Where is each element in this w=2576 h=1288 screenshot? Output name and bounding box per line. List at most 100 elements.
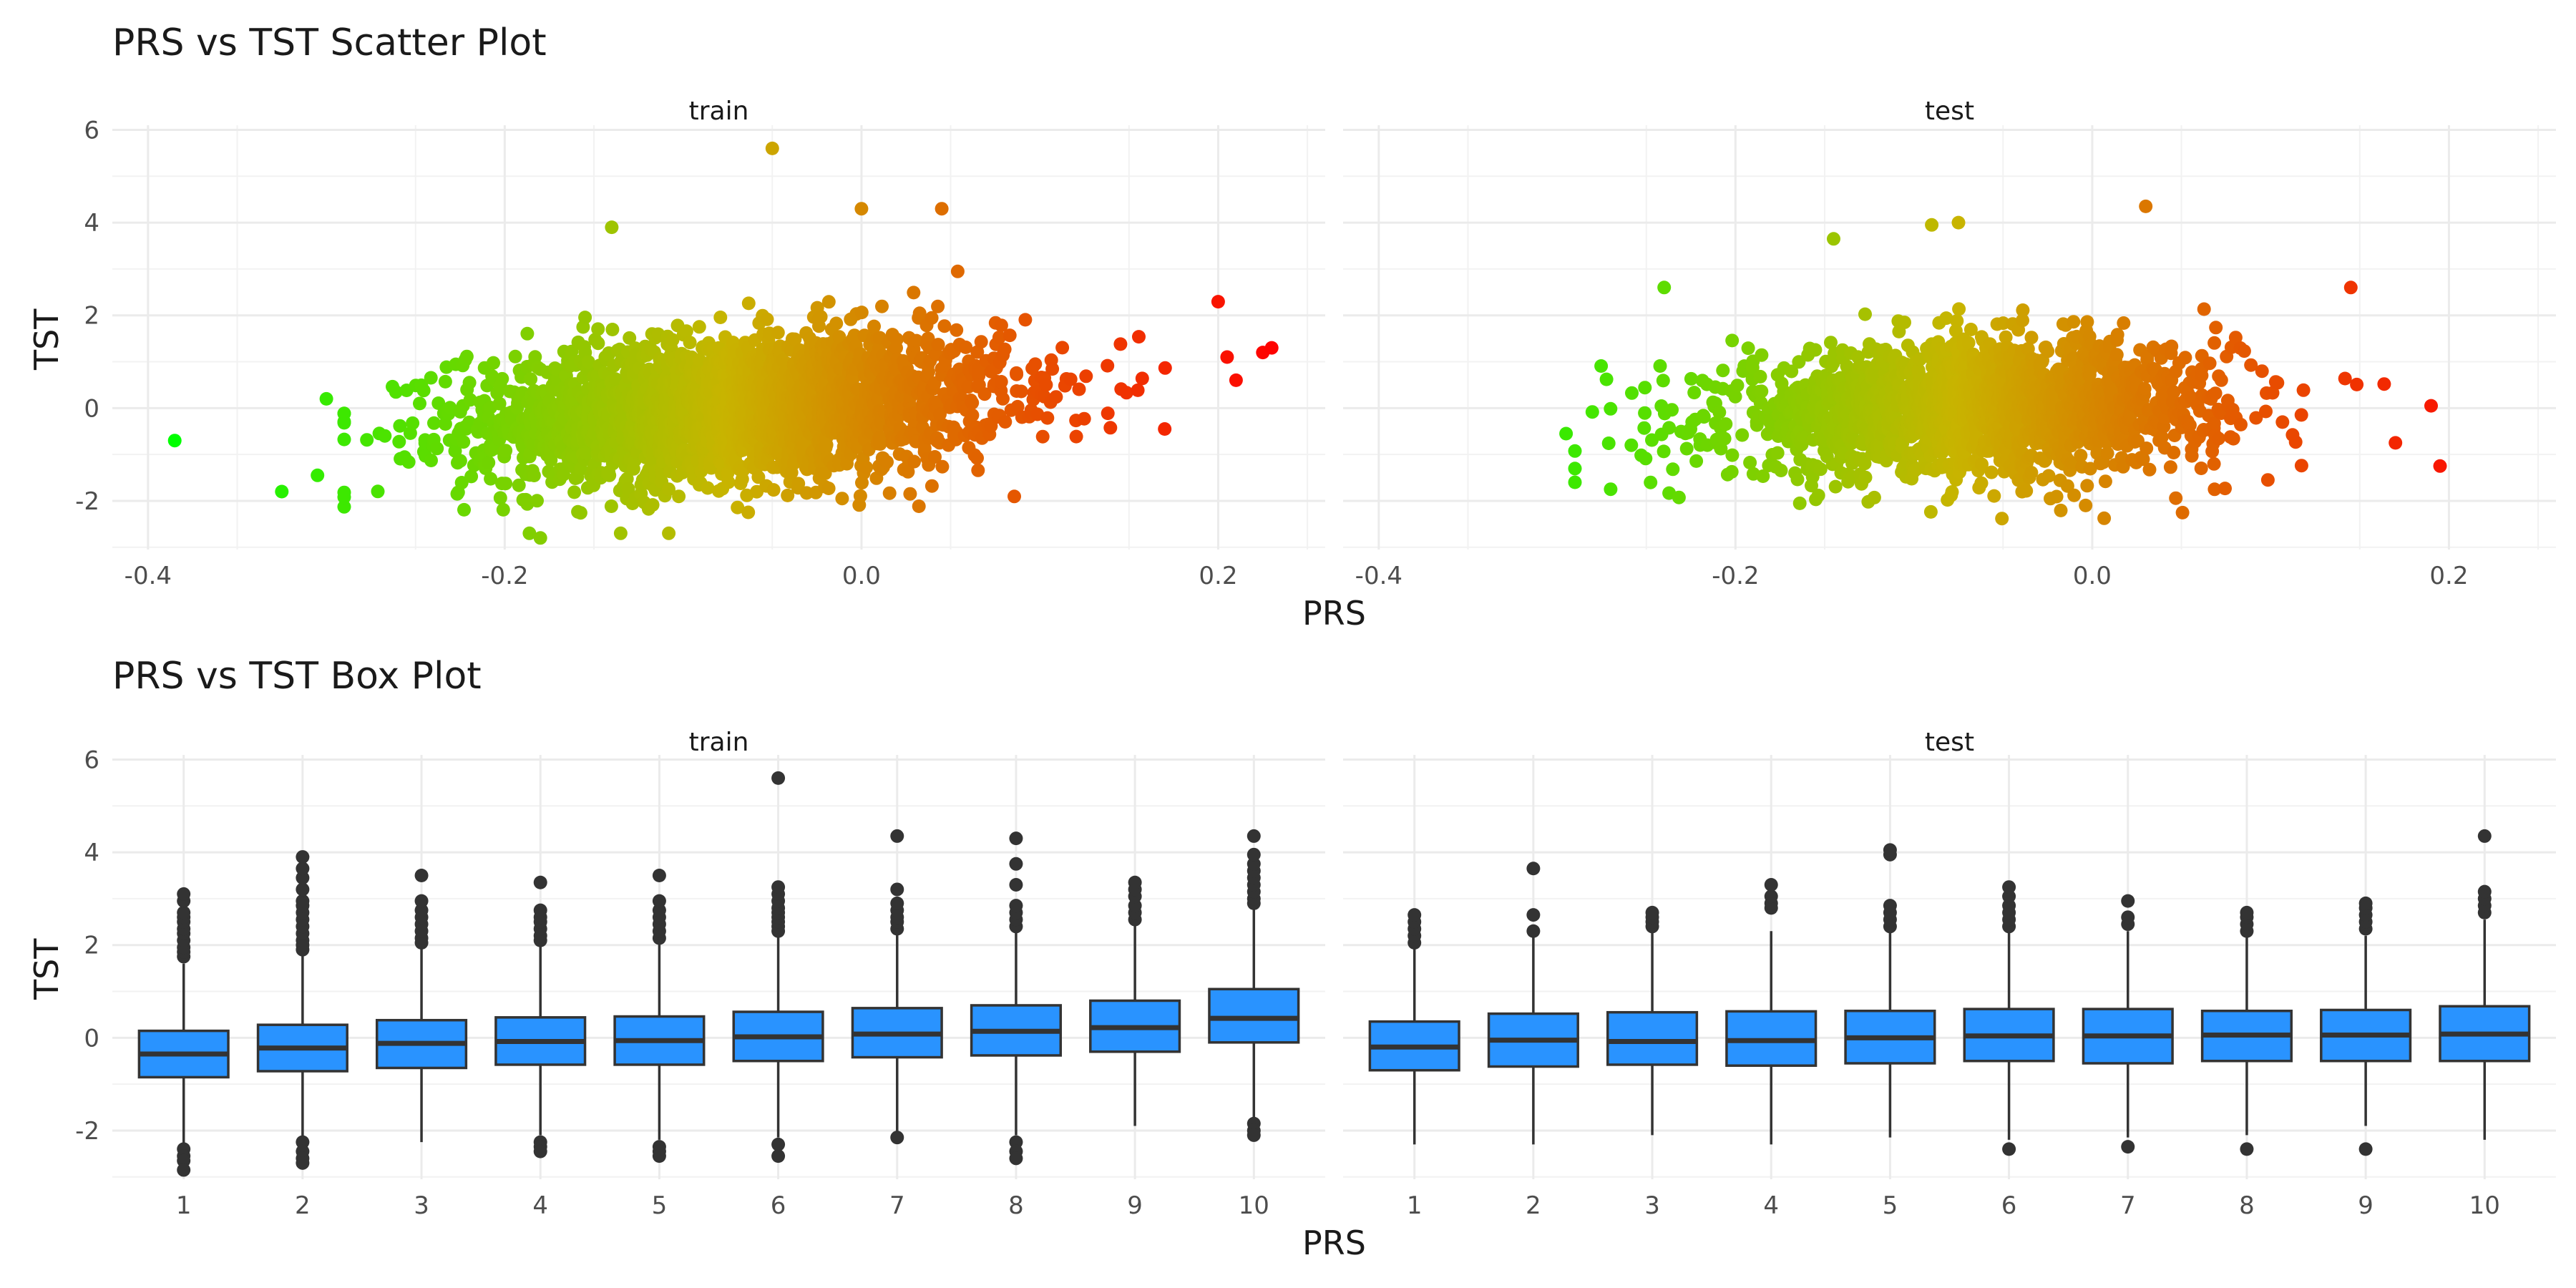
box-outlier-point xyxy=(2002,1142,2016,1156)
scatter-point xyxy=(912,499,926,513)
scatter-point xyxy=(620,472,634,486)
scatter-point xyxy=(2175,505,2190,519)
box-outlier-point xyxy=(890,1131,904,1145)
scatter-point xyxy=(1594,359,1609,373)
box-outlier-point xyxy=(1009,1151,1023,1166)
box-x-axis-label: PRS xyxy=(1302,1224,1366,1262)
scatter-point xyxy=(581,355,595,369)
scatter-point xyxy=(499,444,513,458)
scatter-point xyxy=(924,311,939,325)
box-outlier-point xyxy=(1009,831,1023,846)
scatter-point xyxy=(275,484,289,499)
scatter-point xyxy=(1229,373,1243,387)
box-outlier-point xyxy=(296,1156,310,1170)
scatter-point xyxy=(2109,348,2124,362)
box-test-3 xyxy=(1606,905,1699,1136)
box-outlier-point xyxy=(652,869,666,883)
scatter-point xyxy=(613,526,628,540)
scatter-point xyxy=(1755,348,1769,362)
scatter-point xyxy=(2080,315,2094,329)
scatter-point xyxy=(931,299,945,313)
box-x-tick-label: 6 xyxy=(771,1191,786,1220)
scatter-point xyxy=(492,396,507,411)
box-outlier-point xyxy=(1246,847,1261,862)
scatter-point xyxy=(818,467,832,480)
scatter-point xyxy=(2197,302,2211,316)
box-test-6 xyxy=(1963,880,2055,1156)
box-y-axis-label: TST xyxy=(27,938,66,1000)
scatter-point xyxy=(1725,333,1740,348)
scatter-point xyxy=(1687,386,1702,400)
box-x-tick-label: 4 xyxy=(1763,1191,1779,1220)
box-train-3 xyxy=(375,869,468,1143)
box-outlier-point xyxy=(1526,908,1541,922)
scatter-point xyxy=(1653,359,1667,373)
box-outlier-point xyxy=(1526,862,1541,876)
box-test-9 xyxy=(2320,896,2412,1156)
scatter-point xyxy=(424,371,438,385)
scatter-point xyxy=(2218,482,2232,496)
scatter-point xyxy=(765,141,779,155)
scatter-point xyxy=(457,435,471,449)
scatter-point xyxy=(751,470,766,484)
scatter-point xyxy=(901,464,915,479)
scatter-point xyxy=(1638,381,1652,395)
scatter-point xyxy=(1601,436,1616,450)
scatter-point xyxy=(1725,448,1740,462)
scatter-point xyxy=(859,460,874,474)
box-x-tick-label: 3 xyxy=(414,1191,429,1220)
box-outlier-point xyxy=(296,862,310,876)
scatter-y-tick-label: -2 xyxy=(75,487,99,516)
scatter-point xyxy=(580,447,594,461)
box-outlier-point xyxy=(1883,899,1897,913)
box-x-tick-label: 7 xyxy=(889,1191,905,1220)
scatter-point xyxy=(1951,215,1966,230)
scatter-point xyxy=(2209,321,2223,335)
scatter-point xyxy=(965,396,980,410)
box-outlier-point xyxy=(296,882,310,897)
scatter-point xyxy=(970,345,985,359)
scatter-plot-area-test: -0.4 -0.2 0.0 0.2 xyxy=(1343,125,2556,590)
box-outlier-point xyxy=(533,903,547,917)
scatter-point xyxy=(854,202,869,216)
box-outlier-point xyxy=(1645,905,1659,919)
scatter-point xyxy=(2275,415,2290,429)
scatter-point xyxy=(1923,504,1938,519)
scatter-point xyxy=(1101,406,1115,421)
scatter-point xyxy=(2259,404,2273,419)
scatter-point xyxy=(1045,362,1060,376)
scatter-point xyxy=(2195,369,2209,383)
scatter-point xyxy=(2433,459,2447,473)
scatter-point xyxy=(2067,488,2082,502)
scatter-point xyxy=(392,434,406,449)
box-outlier-point xyxy=(2121,1140,2135,1154)
scatter-point xyxy=(416,384,431,398)
box-outlier-point xyxy=(890,882,904,897)
scatter-point xyxy=(713,311,728,324)
scatter-point xyxy=(683,336,697,350)
scatter-point xyxy=(2234,417,2248,431)
scatter-point xyxy=(1858,470,1873,484)
scatter-point xyxy=(1662,421,1677,435)
scatter-point xyxy=(2137,381,2152,396)
scatter-point xyxy=(835,492,849,506)
scatter-point xyxy=(1604,401,1618,416)
box-x-tick-label: 2 xyxy=(295,1191,311,1220)
box-outlier-point xyxy=(2358,1142,2373,1156)
scatter-point xyxy=(2054,503,2068,517)
scatter-point xyxy=(1828,479,1843,494)
box-outlier-point xyxy=(771,771,786,785)
box-outlier-point xyxy=(2477,829,2492,843)
scatter-point xyxy=(2343,280,2358,295)
box-train-9 xyxy=(1089,875,1181,1126)
scatter-point xyxy=(591,322,605,336)
scatter-point xyxy=(1945,485,1959,499)
scatter-point xyxy=(459,349,474,364)
scatter-point xyxy=(1867,490,1881,504)
scatter-chart-title: PRS vs TST Scatter Plot xyxy=(112,21,547,64)
box-test-8 xyxy=(2200,905,2293,1156)
scatter-point xyxy=(909,333,924,348)
scatter-point xyxy=(692,353,706,367)
box-outlier-point xyxy=(1526,924,1541,938)
